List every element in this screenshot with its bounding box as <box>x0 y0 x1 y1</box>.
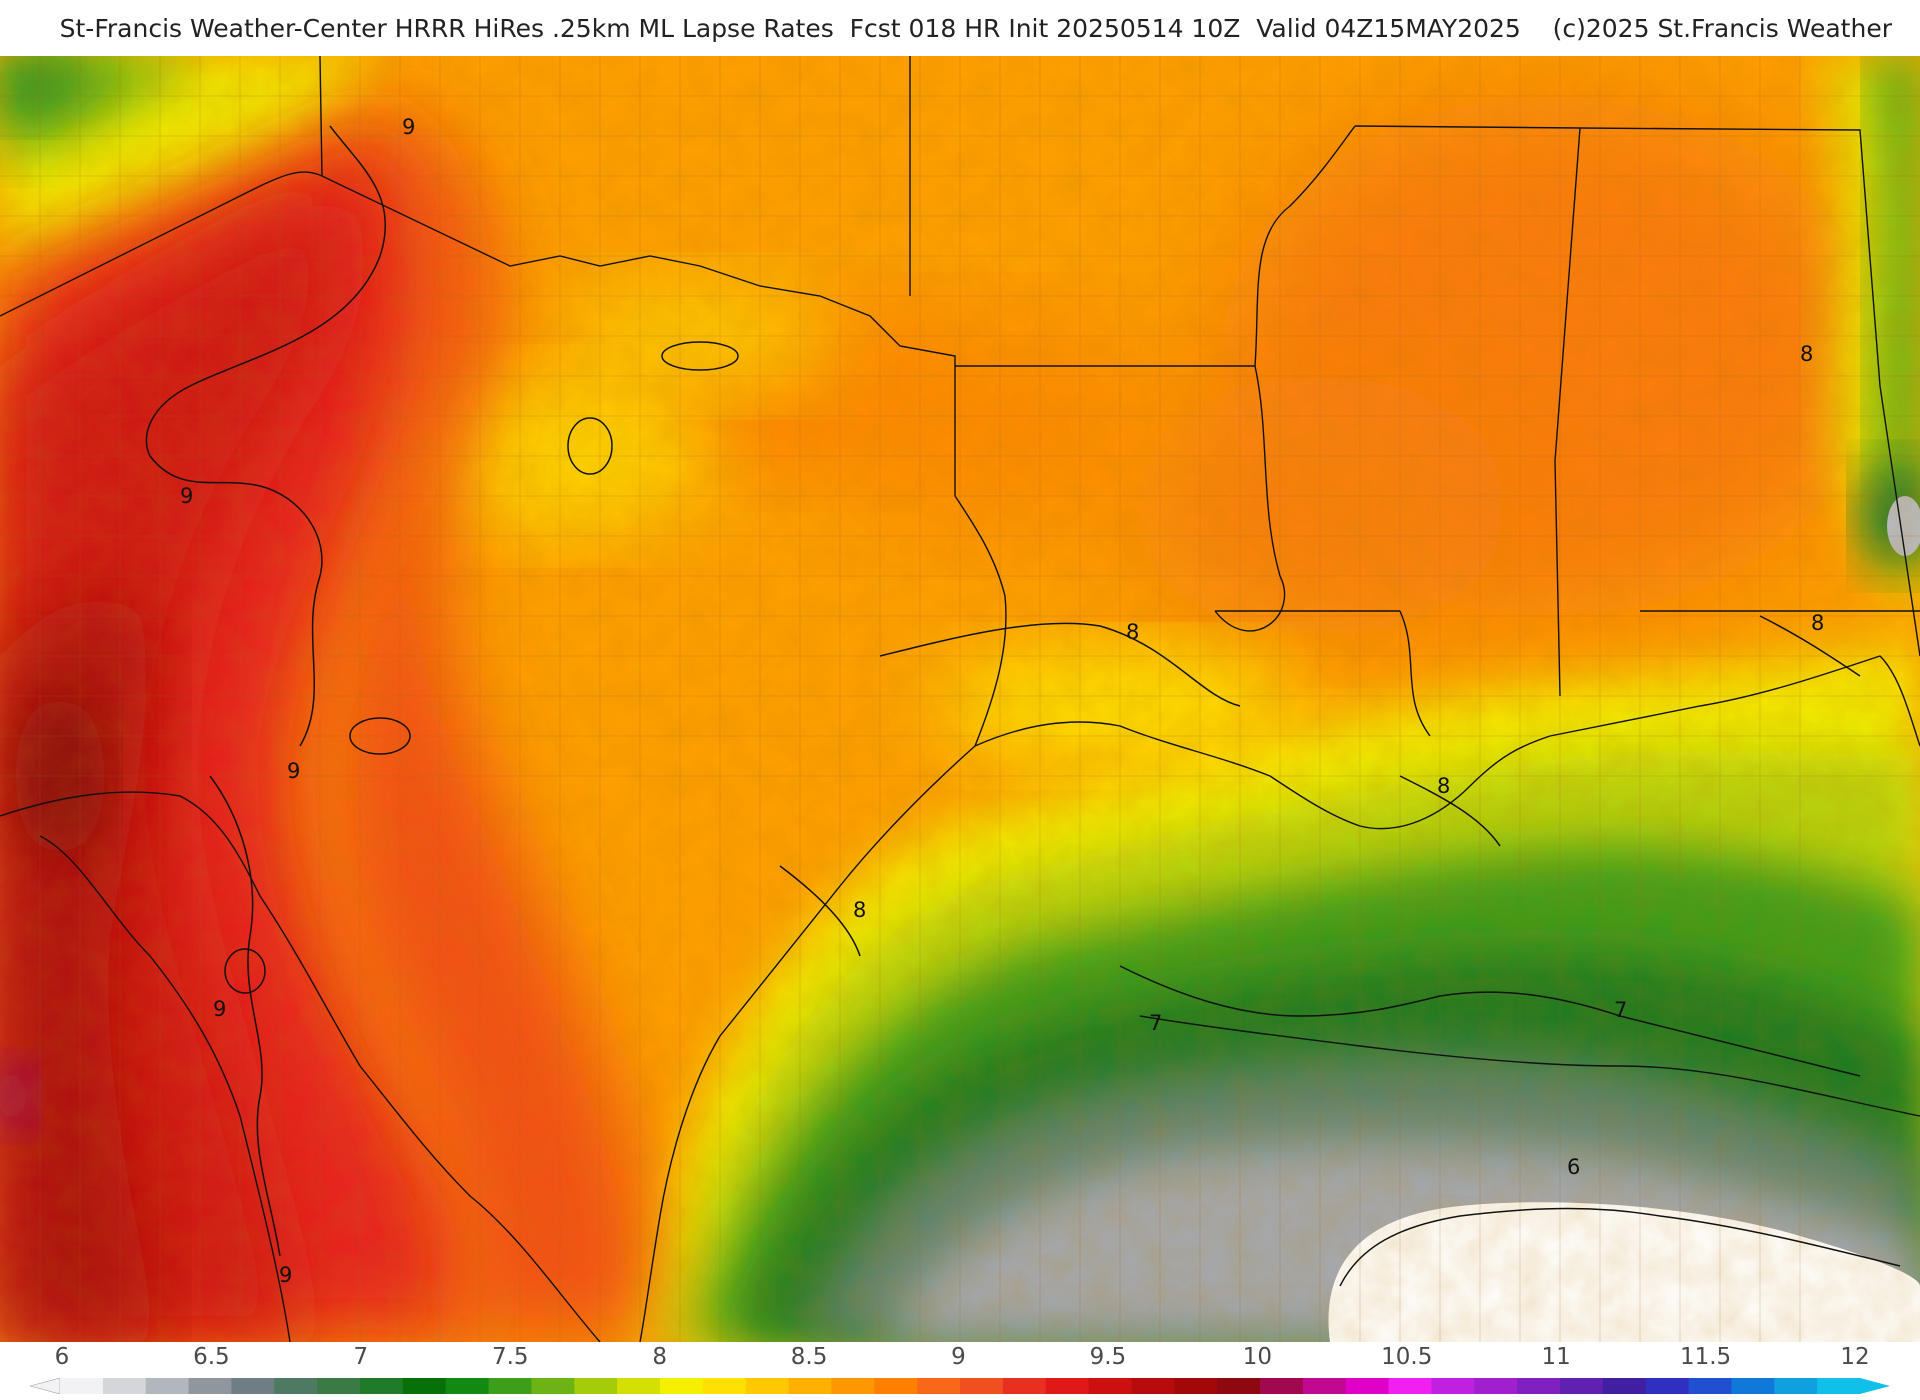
colorbar-tick: 10.5 <box>1381 1344 1433 1370</box>
svg-text:7: 7 <box>1149 1011 1162 1035</box>
colorbar-tick: 9.5 <box>1089 1344 1127 1370</box>
colorbar-swatch <box>1431 1378 1475 1394</box>
colorbar-swatch <box>1602 1378 1647 1394</box>
colorbar-swatch <box>1045 1378 1090 1394</box>
colorbar-swatch <box>102 1378 147 1394</box>
colorbar-swatch <box>1731 1378 1775 1394</box>
colorbar-swatch <box>231 1378 275 1394</box>
colorbar-swatch <box>317 1378 361 1394</box>
colorbar-swatch <box>1688 1378 1733 1394</box>
colorbar-swatch <box>617 1378 661 1394</box>
colorbar-swatch <box>1131 1378 1175 1394</box>
colorbar-swatch <box>1174 1378 1218 1394</box>
colorbar-swatch <box>1302 1378 1347 1394</box>
colorbar-swatch <box>1002 1378 1047 1394</box>
svg-text:8: 8 <box>1126 620 1139 644</box>
colorbar-swatch <box>488 1378 533 1394</box>
colorbar-swatch <box>1560 1378 1604 1394</box>
colorbar-tick: 7.5 <box>491 1344 529 1370</box>
colorbar-tick: 12 <box>1840 1344 1870 1370</box>
colorbar-swatch <box>1260 1378 1304 1394</box>
colorbar-swatch <box>917 1378 961 1394</box>
map-title: St-Francis Weather-Center HRRR HiRes .25… <box>59 13 1892 43</box>
colorbar-tick: 10 <box>1242 1344 1272 1370</box>
colorbar-swatch <box>1388 1378 1433 1394</box>
colorbar-swatch <box>1817 1378 1861 1394</box>
svg-text:9: 9 <box>402 115 415 139</box>
lapse-rate-map[interactable]: 9 9 9 9 9 8 8 8 8 8 7 7 6 <box>0 56 1920 1342</box>
colorbar-swatch <box>1645 1378 1690 1394</box>
svg-text:9: 9 <box>180 484 193 508</box>
colorbar-swatch <box>531 1378 575 1394</box>
svg-text:8: 8 <box>1811 611 1824 635</box>
colorbar-swatch <box>1088 1378 1133 1394</box>
svg-text:9: 9 <box>287 759 300 783</box>
shaded-field <box>0 56 1920 1342</box>
colorbar-swatch <box>1517 1378 1561 1394</box>
colorbar-tick: 7 <box>353 1344 369 1370</box>
colorbar-swatch <box>60 1378 104 1394</box>
colorbar-swatch <box>145 1378 190 1394</box>
county-grid <box>0 56 1920 1342</box>
colorbar-swatch <box>1345 1378 1390 1394</box>
svg-text:7: 7 <box>1614 998 1627 1022</box>
contour-lines <box>145 125 1901 1287</box>
colorbar-swatch <box>574 1378 618 1394</box>
contour-labels: 9 9 9 9 9 8 8 8 8 8 7 7 6 <box>180 115 1824 1287</box>
svg-text:9: 9 <box>279 1263 292 1287</box>
colorbar-tick: 11 <box>1541 1344 1571 1370</box>
svg-text:8: 8 <box>1800 342 1813 366</box>
svg-text:8: 8 <box>1437 774 1450 798</box>
svg-text:9: 9 <box>213 997 226 1021</box>
colorbar-swatch <box>660 1378 704 1394</box>
colorbar-swatch <box>831 1378 875 1394</box>
colorbar-swatch <box>745 1378 790 1394</box>
state-borders <box>0 56 1920 1342</box>
colorbar-swatch <box>188 1378 233 1394</box>
colorbar-tick: 6.5 <box>193 1344 230 1370</box>
colorbar-tick: 6 <box>54 1344 70 1370</box>
colorbar-tick: 8.5 <box>790 1344 828 1370</box>
colorbar-low-arrow <box>30 1378 61 1394</box>
colorbar-swatch <box>1474 1378 1518 1394</box>
colorbar-tick-labels: 6 6.5 7 7.5 8 8.5 9 9.5 10 10.5 11 11.5 12 <box>0 1342 1920 1376</box>
colorbar-swatch <box>1774 1378 1818 1394</box>
colorbar-swatch <box>1217 1378 1261 1394</box>
svg-text:6: 6 <box>1567 1155 1580 1179</box>
colorbar-swatch <box>360 1378 404 1394</box>
colorbar-swatch <box>402 1378 447 1394</box>
colorbar-swatch <box>960 1378 1004 1394</box>
colorbar-swatch <box>445 1378 490 1394</box>
colorbar-swatch <box>702 1378 747 1394</box>
colorbar-tick: 8 <box>652 1344 667 1370</box>
colorbar-swatch <box>788 1378 833 1394</box>
colorbar <box>30 1378 1890 1394</box>
colorbar-high-arrow <box>1860 1378 1890 1394</box>
svg-text:8: 8 <box>853 898 866 922</box>
colorbar-tick: 11.5 <box>1679 1344 1732 1370</box>
colorbar-swatch <box>274 1378 318 1394</box>
colorbar-swatch <box>874 1378 918 1394</box>
colorbar-tick: 9 <box>951 1344 966 1370</box>
